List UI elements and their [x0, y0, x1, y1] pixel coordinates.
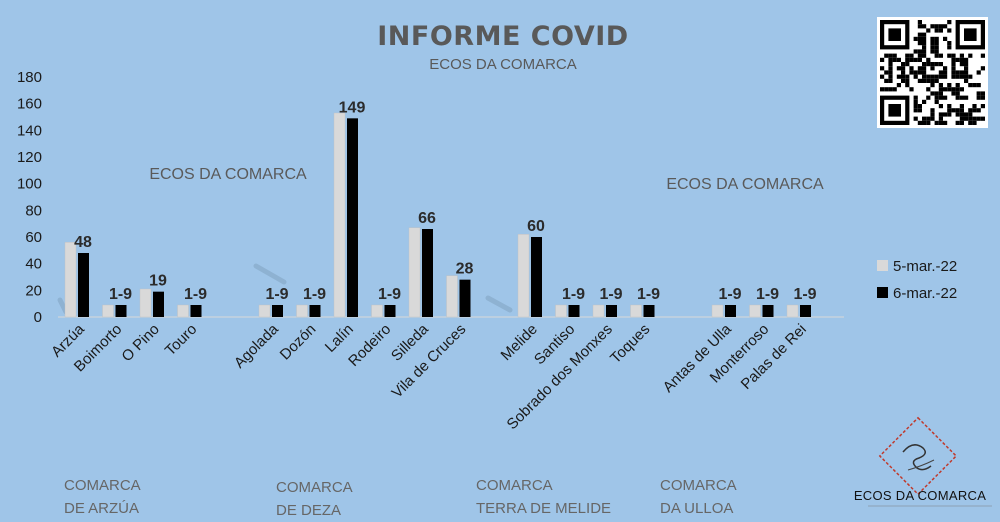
- bar-series-2: [762, 305, 774, 317]
- qr-code-icon: [877, 17, 988, 128]
- bar-series-1: [102, 304, 114, 318]
- bar-series-1: [446, 275, 458, 318]
- y-tick-label: 0: [34, 309, 42, 326]
- y-tick-label: 180: [17, 69, 42, 86]
- bar-series-2: [115, 305, 127, 317]
- x-tick-label: Dozón: [277, 321, 320, 364]
- data-label: 1-9: [756, 286, 779, 303]
- chart-subtitle: ECOS DA COMARCA: [429, 56, 577, 73]
- bar-series-2: [643, 305, 655, 317]
- bar-series-1: [64, 242, 77, 318]
- legend: 5-mar.-22 6-mar.-22: [877, 258, 957, 302]
- y-tick-label: 40: [25, 256, 42, 273]
- x-tick-label: Agolada: [231, 320, 282, 371]
- comarca-group-labels: COMARCA DE ARZÚA COMARCA DE DEZA COMARCA…: [64, 477, 740, 519]
- bar-series-2: [568, 305, 580, 317]
- bar-series-2: [309, 305, 321, 317]
- comarca-label-melide: COMARCA TERRA DE MELIDE: [476, 477, 611, 517]
- bar-series-2: [422, 229, 433, 317]
- y-tick-label: 100: [17, 176, 42, 193]
- y-tick-label: 20: [25, 282, 42, 299]
- bar-series-2: [190, 305, 202, 317]
- y-tick-label: 120: [17, 149, 42, 166]
- bar-series-1: [408, 227, 421, 318]
- x-tick-label: Toques: [607, 321, 653, 367]
- bar-series-2: [272, 305, 283, 317]
- y-tick-label: 80: [25, 202, 42, 219]
- bar-series: [64, 112, 811, 318]
- data-label: 60: [527, 218, 545, 235]
- bar-series-1: [258, 304, 271, 318]
- bar-series-2: [153, 291, 164, 317]
- bar-series-1: [333, 112, 346, 318]
- bar-series-1: [296, 304, 308, 318]
- bar-series-2: [800, 305, 811, 317]
- data-label: 48: [74, 234, 92, 251]
- y-tick-label: 140: [17, 122, 42, 139]
- data-label: 1-9: [793, 286, 816, 303]
- bar-series-1: [371, 304, 383, 318]
- watermark-text: ECOS DA COMARCA: [666, 176, 824, 193]
- chart-title: INFORME COVID: [377, 21, 628, 52]
- y-tick-label: 160: [17, 96, 42, 113]
- data-label: 1-9: [637, 286, 660, 303]
- bar-series-1: [555, 304, 567, 318]
- bar-series-1: [630, 304, 642, 318]
- legend-label-series-1: 5-mar.-22: [893, 258, 957, 275]
- bar-series-2: [531, 237, 542, 317]
- data-label: 1-9: [184, 286, 207, 303]
- data-label: 1-9: [599, 286, 622, 303]
- bar-series-2: [347, 118, 358, 317]
- bar-series-1: [786, 304, 799, 318]
- legend-swatch-series-2: [877, 287, 888, 298]
- bar-series-2: [606, 305, 617, 317]
- comarca-label-ulloa: COMARCA DA ULLOA: [660, 477, 740, 517]
- data-label: 1-9: [265, 286, 288, 303]
- bar-series-2: [725, 305, 736, 317]
- bar-series-1: [711, 304, 724, 318]
- comarca-label-arzua: COMARCA DE ARZÚA: [64, 477, 144, 517]
- x-tick-label: Touro: [162, 321, 201, 360]
- bar-series-1: [592, 304, 605, 318]
- y-axis: 0 20 40 60 80 100 120 140 160 180: [17, 69, 42, 326]
- data-label: 28: [456, 261, 474, 278]
- data-label: 19: [149, 273, 167, 290]
- comarca-label-deza: COMARCA DE DEZA: [276, 479, 356, 519]
- data-label: 1-9: [378, 286, 401, 303]
- ecos-logo-icon: [878, 416, 958, 496]
- data-label: 1-9: [303, 286, 326, 303]
- y-tick-label: 60: [25, 229, 42, 246]
- watermark-text: ECOS DA COMARCA: [149, 166, 307, 183]
- data-label: 1-9: [718, 286, 741, 303]
- data-label: 1-9: [109, 286, 132, 303]
- data-label: 66: [418, 210, 436, 227]
- data-label: 1-9: [562, 286, 585, 303]
- bar-series-1: [139, 288, 152, 318]
- data-label: 149: [339, 99, 366, 116]
- x-tick-label: O Pino: [118, 321, 162, 365]
- bar-series-2: [78, 253, 89, 317]
- logo-name: ECOS DA COMARCA: [854, 488, 986, 503]
- bar-series-1: [517, 234, 530, 318]
- legend-label-series-2: 6-mar.-22: [893, 285, 957, 302]
- legend-swatch-series-1: [877, 260, 888, 271]
- bar-series-1: [749, 304, 761, 318]
- bar-series-2: [459, 279, 471, 317]
- data-labels: 48 1-9 19 1-9 1-9 1-9 149 1-9 66 28 60 1-9 1-9 1-9 1-9…: [74, 99, 817, 303]
- bar-series-2: [384, 305, 396, 317]
- x-tick-label: Rodeiro: [345, 321, 394, 370]
- bar-series-1: [177, 304, 189, 318]
